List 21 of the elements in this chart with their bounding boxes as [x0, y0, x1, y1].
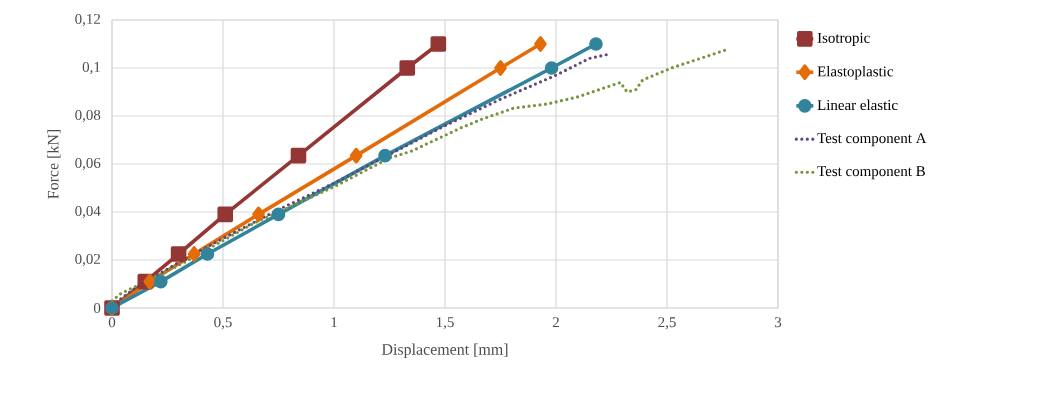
- y-tick-label: 0,1: [82, 61, 100, 75]
- x-tick-label: 0,5: [214, 317, 232, 330]
- x-tick-label: 1: [331, 317, 337, 328]
- legend-label: Elastoplastic: [817, 65, 894, 80]
- legend-label: Isotropic: [817, 32, 870, 46]
- legend-label: Linear elastic: [817, 99, 898, 111]
- x-axis-title: Displacement [mm]: [381, 343, 508, 359]
- x-tick-label: 3: [774, 317, 782, 328]
- x-tick-label: 2,5: [658, 317, 676, 330]
- legend-label: Test component B: [817, 166, 925, 180]
- legend-label: Test component A: [817, 133, 927, 147]
- y-tick-label: 0,04: [75, 205, 101, 219]
- y-tick-label: 0: [93, 302, 101, 314]
- y-tick-label: 0,02: [75, 253, 100, 267]
- x-tick-label: 1,5: [436, 317, 454, 330]
- y-axis-title: Force [kN]: [47, 129, 61, 199]
- x-tick-label: 2: [552, 317, 559, 328]
- x-tick-label: 0: [108, 317, 116, 328]
- y-tick-label: 0,12: [75, 13, 100, 27]
- y-tick-label: 0,06: [75, 157, 101, 171]
- y-tick-label: 0,08: [75, 109, 101, 123]
